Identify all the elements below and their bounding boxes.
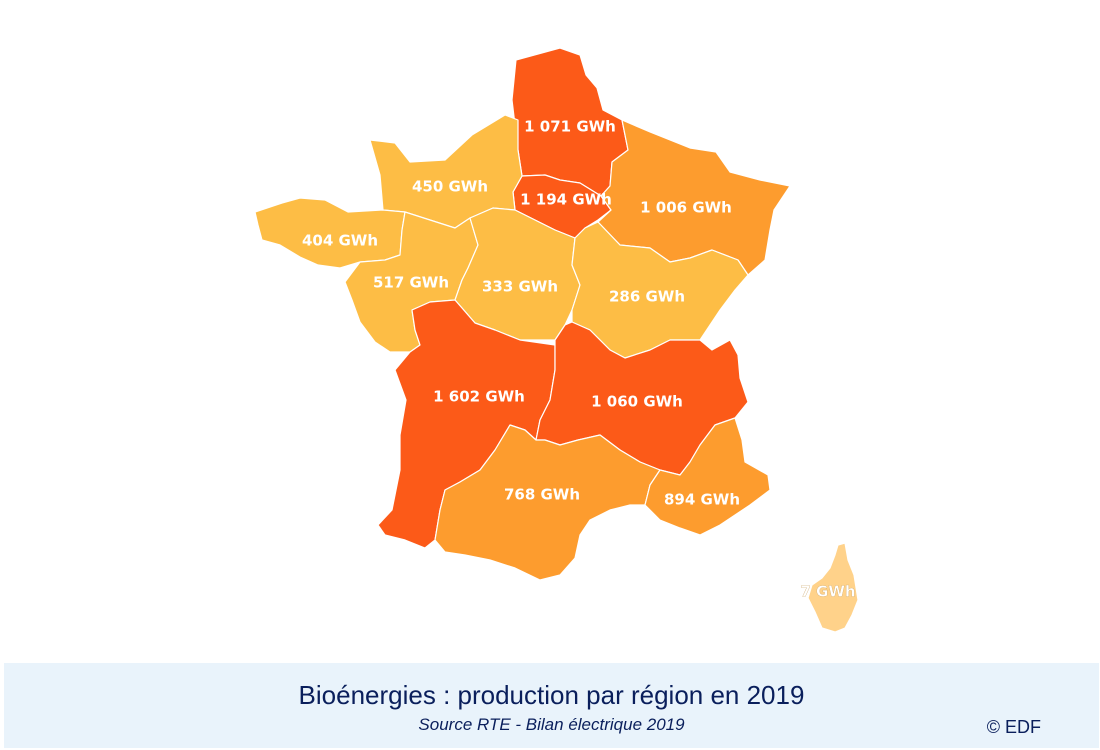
france-map: 1 071 GWh 1 194 GWh 1 006 GWh 450 GWh 40… [254,47,859,633]
region-bourgogne-franche-comte[interactable] [571,221,749,359]
map-caption: Bioénergies : production par région en 2… [4,663,1099,748]
region-provence-alpes-cote-d-azur[interactable] [644,417,771,536]
label-occitanie: 768 GWh [504,486,580,504]
label-ile-de-france: 1 194 GWh [520,191,612,209]
label-auvergne-rhone-alpes: 1 060 GWh [591,393,683,411]
label-bretagne: 404 GWh [302,232,378,250]
map-title: Bioénergies : production par région en 2… [298,680,805,710]
label-hauts-de-france: 1 071 GWh [524,118,616,136]
label-bourgogne-franche-comte: 286 GWh [609,288,685,306]
label-nouvelle-aquitaine: 1 602 GWh [433,388,525,406]
label-grand-est: 1 006 GWh [640,199,732,217]
region-corse[interactable] [807,542,859,633]
label-pays-de-la-loire: 517 GWh [373,274,449,292]
copyright-notice: © EDF [986,717,1041,737]
map-source: Source RTE - Bilan électrique 2019 [418,715,685,734]
label-centre-val-de-loire: 333 GWh [482,278,558,296]
label-provence-alpes-cote-d-azur: 894 GWh [664,491,740,509]
label-corse: 7 GWh [800,583,855,601]
map-svg: 1 071 GWh 1 194 GWh 1 006 GWh 450 GWh 40… [254,47,859,633]
label-normandie: 450 GWh [412,178,488,196]
